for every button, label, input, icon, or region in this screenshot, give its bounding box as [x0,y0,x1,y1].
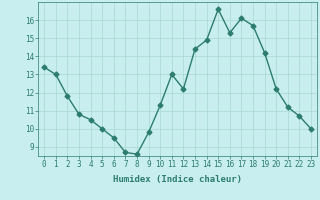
X-axis label: Humidex (Indice chaleur): Humidex (Indice chaleur) [113,175,242,184]
